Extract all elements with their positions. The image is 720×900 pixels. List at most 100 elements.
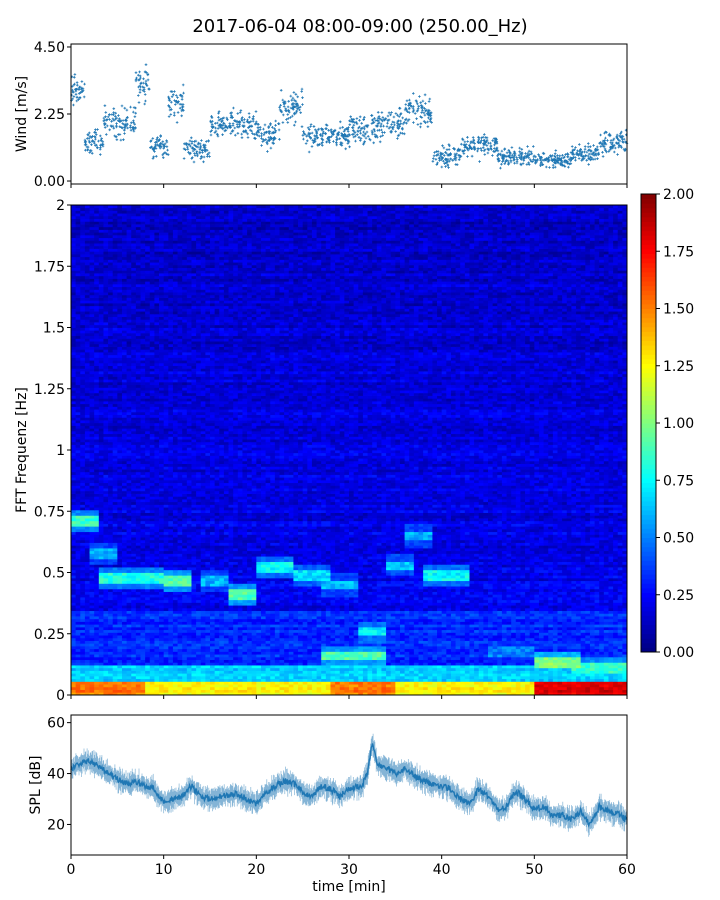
spectrogram-cell bbox=[311, 675, 317, 680]
spectrogram-cell bbox=[311, 673, 317, 677]
spectrogram-cell bbox=[159, 594, 165, 598]
spectrogram-cell bbox=[126, 605, 132, 609]
spectrogram-cell bbox=[358, 689, 364, 693]
spectrogram-cell bbox=[506, 586, 512, 590]
spectrogram-cell bbox=[511, 662, 517, 666]
spectrogram-cell bbox=[552, 667, 558, 671]
spectrogram-cell bbox=[131, 624, 137, 628]
spectrogram-cell bbox=[121, 599, 127, 603]
spectrogram-cell bbox=[307, 599, 313, 603]
spectrogram-cell bbox=[432, 626, 438, 631]
spectrogram-cell bbox=[372, 681, 378, 685]
spectrogram-cell bbox=[163, 640, 169, 644]
spectrogram-cell bbox=[464, 626, 470, 631]
spectrogram-cell bbox=[339, 659, 345, 663]
spectrogram-cell bbox=[223, 624, 229, 628]
spectrogram-cell bbox=[108, 643, 114, 647]
spectrogram-cell bbox=[474, 610, 480, 614]
spectrogram-cell bbox=[200, 659, 206, 663]
spectrogram-cell bbox=[520, 588, 526, 592]
spectrogram-cell bbox=[321, 635, 327, 639]
spectrogram-cell bbox=[316, 689, 322, 693]
spectrogram-cell bbox=[71, 692, 77, 696]
spectrogram-cell bbox=[159, 629, 165, 633]
spectrogram-cell bbox=[437, 594, 443, 598]
spectrogram-cell bbox=[126, 689, 132, 693]
spectrogram-cell bbox=[617, 637, 623, 641]
wind-ytick-label: 4.50 bbox=[34, 40, 65, 56]
spectrogram-cell bbox=[538, 588, 544, 592]
spectrogram-cell bbox=[483, 665, 489, 669]
spectrogram-cell bbox=[335, 626, 341, 631]
spectrogram-cell bbox=[163, 616, 169, 620]
spectrogram-cell bbox=[172, 594, 178, 598]
spectrogram-cell bbox=[145, 648, 151, 652]
spectrogram-cell bbox=[432, 583, 438, 587]
spectrogram-cell bbox=[98, 689, 104, 693]
spectrogram-cell bbox=[279, 665, 285, 669]
spectrogram-cell bbox=[506, 616, 512, 620]
spectrogram-cell bbox=[427, 667, 433, 671]
spectrogram-cell bbox=[543, 618, 549, 622]
spectrogram-cell bbox=[89, 689, 95, 693]
spectrogram-cell bbox=[321, 648, 327, 652]
spectrogram-cell bbox=[94, 583, 100, 587]
spectrogram-cell bbox=[75, 594, 81, 598]
spectrogram-cell bbox=[543, 599, 549, 603]
spectrogram-cell bbox=[520, 591, 526, 595]
spectrogram-cell bbox=[256, 605, 262, 609]
spectrogram-cell bbox=[335, 675, 341, 680]
spectrogram-cell bbox=[437, 588, 443, 592]
spectrogram-cell bbox=[437, 586, 443, 590]
spectrogram-cell bbox=[237, 648, 243, 652]
spectrogram-cell bbox=[409, 656, 415, 661]
spectrogram-cell bbox=[270, 646, 276, 650]
spectrogram-cell bbox=[270, 667, 276, 671]
spectrogram-cell bbox=[464, 610, 470, 614]
spectrogram-cell bbox=[367, 613, 373, 617]
spectrogram-cell bbox=[511, 659, 517, 663]
spectrogram-cell bbox=[112, 646, 118, 650]
spectrogram-cell bbox=[339, 621, 345, 625]
spectrogram-cell bbox=[117, 675, 123, 680]
spectrogram-cell bbox=[103, 640, 109, 644]
spectrogram-cell bbox=[293, 689, 299, 693]
spectrogram-cell bbox=[423, 586, 429, 590]
spectrogram-cell bbox=[474, 689, 480, 693]
spectrogram-cell bbox=[413, 624, 419, 628]
spectrogram-cell bbox=[538, 667, 544, 671]
spectrogram-cell bbox=[395, 678, 401, 682]
spectrogram-cell bbox=[534, 621, 540, 625]
spectrogram-cell bbox=[149, 618, 155, 622]
spectrogram-cell bbox=[589, 648, 595, 652]
spectrogram-cell bbox=[566, 681, 572, 685]
spectrogram-cell bbox=[316, 670, 322, 674]
spectrogram-cell bbox=[228, 586, 234, 590]
spectrogram-cell bbox=[172, 583, 178, 587]
spectrogram-cell bbox=[210, 662, 216, 666]
spectrogram-cell bbox=[172, 618, 178, 622]
spectrogram-cell bbox=[186, 651, 192, 655]
spectrogram-cell bbox=[182, 616, 188, 620]
spectrogram-cell bbox=[103, 678, 109, 682]
spectrogram-cell bbox=[270, 616, 276, 620]
spectrogram-cell bbox=[344, 659, 350, 663]
spectrogram-cell bbox=[538, 681, 544, 685]
spectrogram-cell bbox=[168, 670, 174, 674]
spectrogram-cell bbox=[608, 692, 614, 696]
spectrogram-cell bbox=[108, 646, 114, 650]
spectrogram-cell bbox=[307, 621, 313, 625]
spectrogram-cell bbox=[71, 640, 77, 644]
spectrogram-cell bbox=[441, 583, 447, 587]
spectrogram-cell bbox=[284, 616, 290, 620]
spectrogram-cell bbox=[538, 637, 544, 641]
spectrogram-cell bbox=[534, 591, 540, 595]
spectrogram-cell bbox=[228, 673, 234, 677]
spectrogram-cell bbox=[191, 686, 197, 690]
spectrogram-cell bbox=[576, 591, 582, 595]
spectrogram-cell bbox=[515, 594, 521, 598]
spectrogram-cell bbox=[562, 602, 568, 606]
spectrogram-cell bbox=[288, 626, 294, 631]
spectrogram-cell bbox=[529, 656, 535, 661]
spectrogram-cell bbox=[228, 654, 234, 658]
